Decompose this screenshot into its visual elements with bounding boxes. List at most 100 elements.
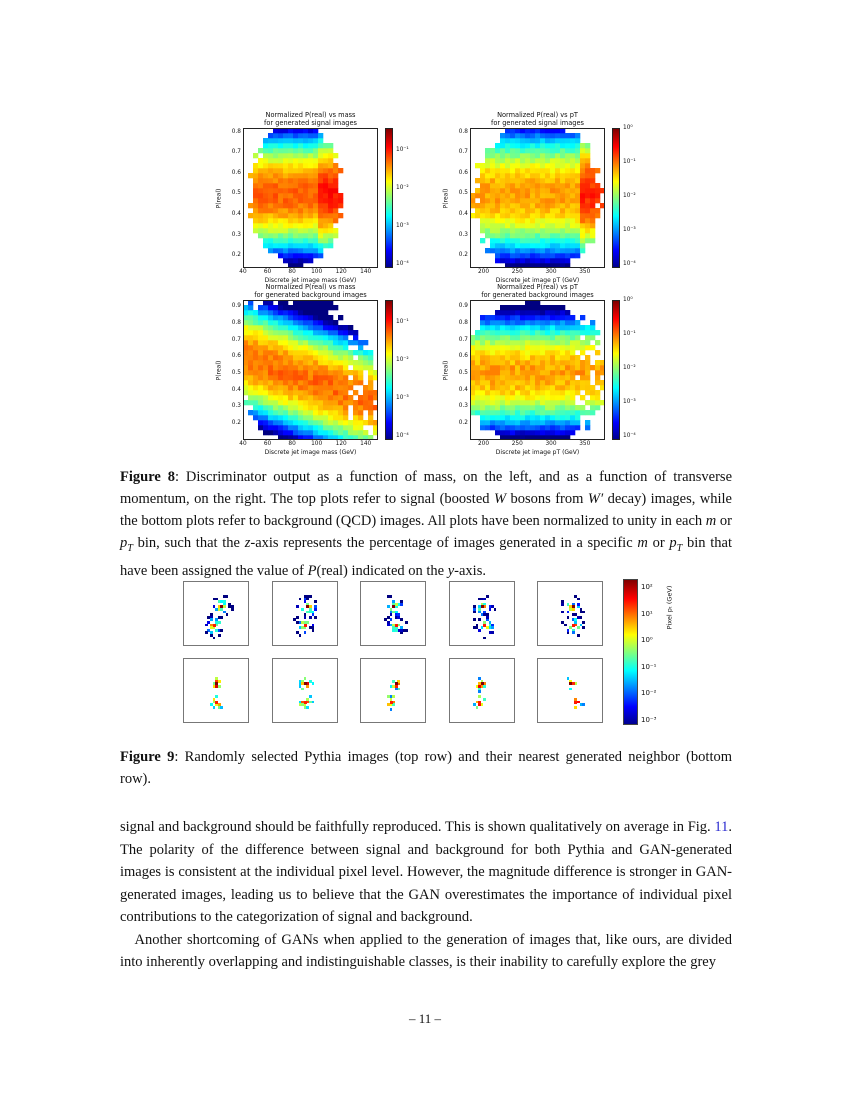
heatmap-cell: [323, 168, 329, 174]
heatmap-cell: [258, 188, 264, 194]
heatmap-cell: [298, 310, 304, 316]
heatmap-cell: [318, 178, 324, 184]
heatmap-cell: [308, 350, 314, 356]
heatmap-cell: [470, 405, 476, 411]
heatmap-cell: [540, 148, 546, 154]
heatmap-cell: [328, 143, 334, 149]
heatmap-cell: [505, 395, 511, 401]
heatmap-cell: [313, 208, 319, 214]
heatmap-cell: [273, 188, 279, 194]
heatmap-cell: [308, 330, 314, 336]
heatmap-cell: [500, 320, 506, 326]
jet-pixel: [488, 626, 492, 629]
heatmap-cell: [338, 425, 344, 431]
heatmap-cell: [480, 330, 486, 336]
heatmap-cell: [313, 128, 319, 134]
heatmap-cell: [590, 203, 596, 209]
heatmap-cell: [278, 248, 284, 254]
heatmap-cell: [545, 243, 551, 249]
heatmap-cell: [318, 335, 324, 341]
figure-link[interactable]: 11: [714, 819, 729, 835]
heatmap-cell: [273, 410, 279, 416]
heatmap-cell: [500, 310, 506, 316]
plot-frame: [470, 128, 605, 268]
heatmap-cell: [253, 375, 259, 381]
heatmap-cell: [313, 148, 319, 154]
heatmap-cell: [308, 218, 314, 224]
heatmap-cell: [258, 218, 264, 224]
heatmap-cell: [363, 395, 369, 401]
jet-pixel: [301, 687, 304, 691]
heatmap-cell: [585, 420, 591, 426]
heatmap-cell: [278, 300, 284, 306]
heatmap-cell: [585, 370, 591, 376]
heatmap-cell: [560, 158, 566, 164]
heatmap-cell: [545, 310, 551, 316]
jet-pixel: [308, 679, 312, 683]
heatmap-cell: [495, 158, 501, 164]
heatmap-cell: [318, 198, 324, 204]
heatmap-cell: [530, 330, 536, 336]
jet-pixel: [212, 685, 216, 688]
heatmap-cell: [495, 385, 501, 391]
heatmap-cell: [338, 365, 344, 371]
heatmap-cell: [308, 138, 314, 144]
heatmap-cell: [323, 208, 329, 214]
heatmap-cell: [308, 425, 314, 431]
plot-frame: [470, 300, 605, 440]
jet-pixel: [394, 628, 398, 632]
heatmap-cell: [570, 415, 576, 421]
heatmap-cell: [308, 258, 314, 264]
heatmap-cell: [580, 153, 586, 159]
heatmap-cell: [485, 345, 491, 351]
heatmap-cell: [535, 325, 541, 331]
heatmap-cell: [545, 415, 551, 421]
heatmap-cell: [303, 233, 309, 239]
jet-pixel: [579, 623, 583, 627]
heatmap-cell: [288, 355, 294, 361]
heatmap-cell: [510, 415, 516, 421]
heatmap-cell: [555, 325, 561, 331]
jet-pixel: [574, 595, 578, 598]
heatmap-cell: [575, 345, 581, 351]
heatmap-cell: [278, 330, 284, 336]
heatmap-cell: [535, 415, 541, 421]
heatmap-cell: [515, 263, 521, 268]
jet-pixel: [577, 597, 580, 601]
heatmap-cell: [323, 355, 329, 361]
jet-pixel: [577, 626, 580, 629]
heatmap-cell: [323, 410, 329, 416]
heatmap-cell: [495, 315, 501, 321]
heatmap-cell: [485, 420, 491, 426]
heatmap-cell: [358, 430, 364, 436]
heatmap-cell: [575, 153, 581, 159]
heatmap-cell: [328, 435, 334, 440]
heatmap-cell: [248, 213, 254, 219]
heatmap-cell: [288, 390, 294, 396]
heatmap-cell: [535, 360, 541, 366]
heatmap-cell: [520, 168, 526, 174]
heatmap-cell: [293, 430, 299, 436]
jet-pixel: [223, 605, 226, 609]
heatmap-cell: [580, 148, 586, 154]
heatmap-cell: [308, 405, 314, 411]
heatmap-cell: [283, 420, 289, 426]
heatmap-cell: [515, 395, 521, 401]
heatmap-cell: [318, 223, 324, 229]
heatmap-cell: [303, 158, 309, 164]
heatmap-cell: [373, 425, 378, 431]
heatmap-cell: [303, 345, 309, 351]
heatmap: [470, 128, 605, 268]
jet-pixel: [207, 621, 211, 624]
heatmap-cell: [525, 335, 531, 341]
heatmap-cell: [273, 143, 279, 149]
jet-pixel: [308, 610, 312, 614]
jet-pixel: [561, 602, 565, 606]
heatmap-cell: [318, 330, 324, 336]
heatmap-cell: [273, 395, 279, 401]
heatmap-cell: [373, 370, 378, 376]
heatmap-cell: [505, 340, 511, 346]
heatmap-cell: [283, 228, 289, 234]
heatmap-cell: [495, 380, 501, 386]
heatmap-cell: [308, 158, 314, 164]
